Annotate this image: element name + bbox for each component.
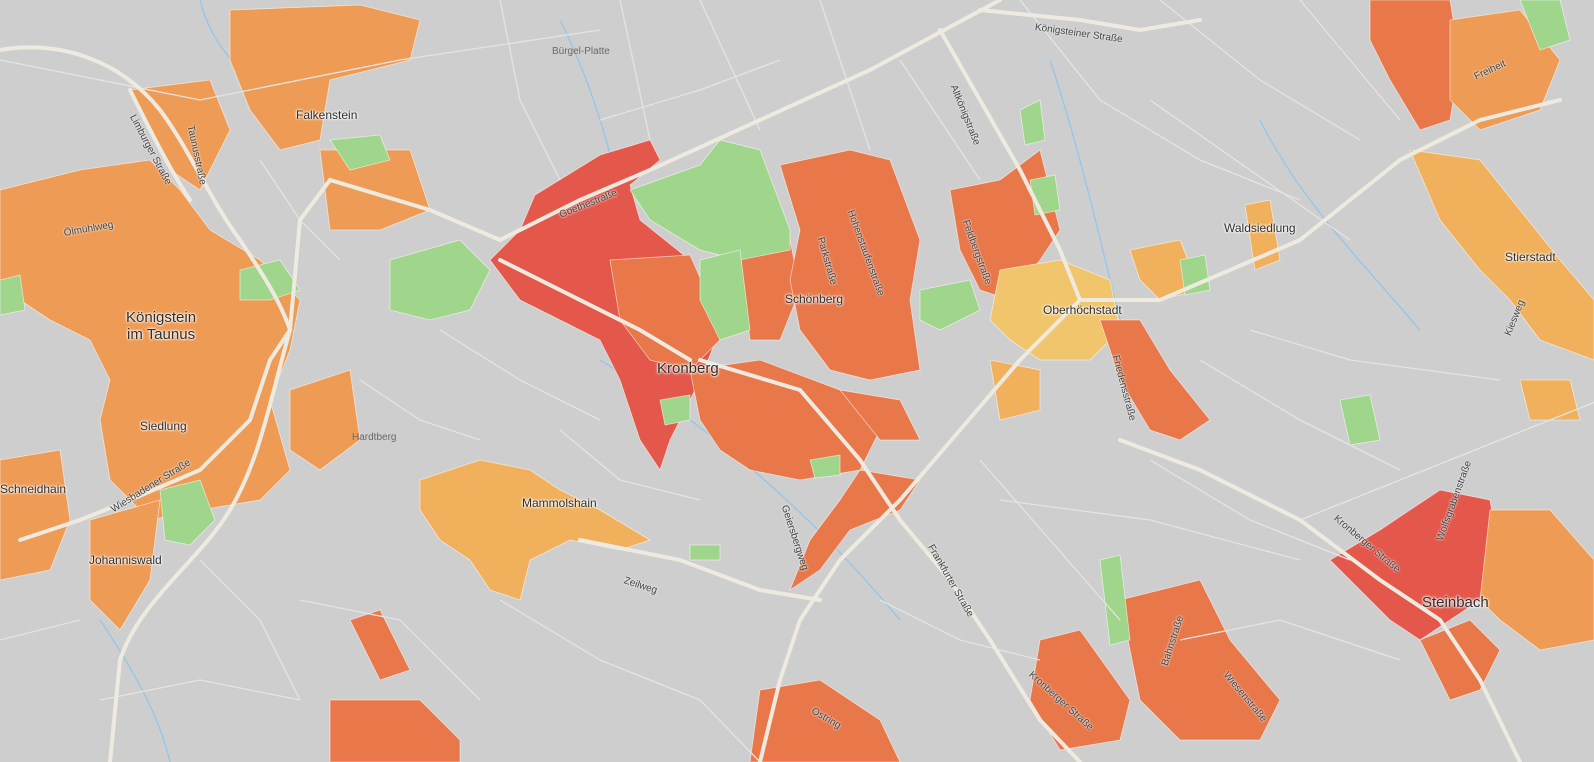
place-label-waldsiedlung[interactable]: Waldsiedlung bbox=[1224, 221, 1296, 235]
place-label-stierstadt[interactable]: Stierstadt bbox=[1505, 250, 1556, 264]
place-label-siedlung[interactable]: Siedlung bbox=[140, 419, 187, 433]
place-label-falkenstein[interactable]: Falkenstein bbox=[296, 108, 358, 122]
place-label-buergel-platte[interactable]: Bürgel-Platte bbox=[552, 46, 610, 57]
place-label-schoenberg[interactable]: Schönberg bbox=[785, 292, 844, 306]
place-label-oberhoechstadt[interactable]: Oberhöchstadt bbox=[1043, 303, 1122, 317]
place-label-schneidhain[interactable]: Schneidhain bbox=[0, 482, 67, 496]
place-label-steinbach[interactable]: Steinbach bbox=[1422, 594, 1489, 611]
major-roads bbox=[0, 0, 1562, 762]
place-label-koenigstein[interactable]: Königstein im Taunus bbox=[126, 309, 197, 343]
place-label-hardtberg[interactable]: Hardtberg bbox=[352, 432, 397, 443]
place-label-mammolshain[interactable]: Mammolshain bbox=[522, 496, 597, 510]
place-label-johanniswald[interactable]: Johanniswald bbox=[89, 553, 162, 567]
place-label-kronberg[interactable]: Kronberg bbox=[657, 360, 719, 377]
